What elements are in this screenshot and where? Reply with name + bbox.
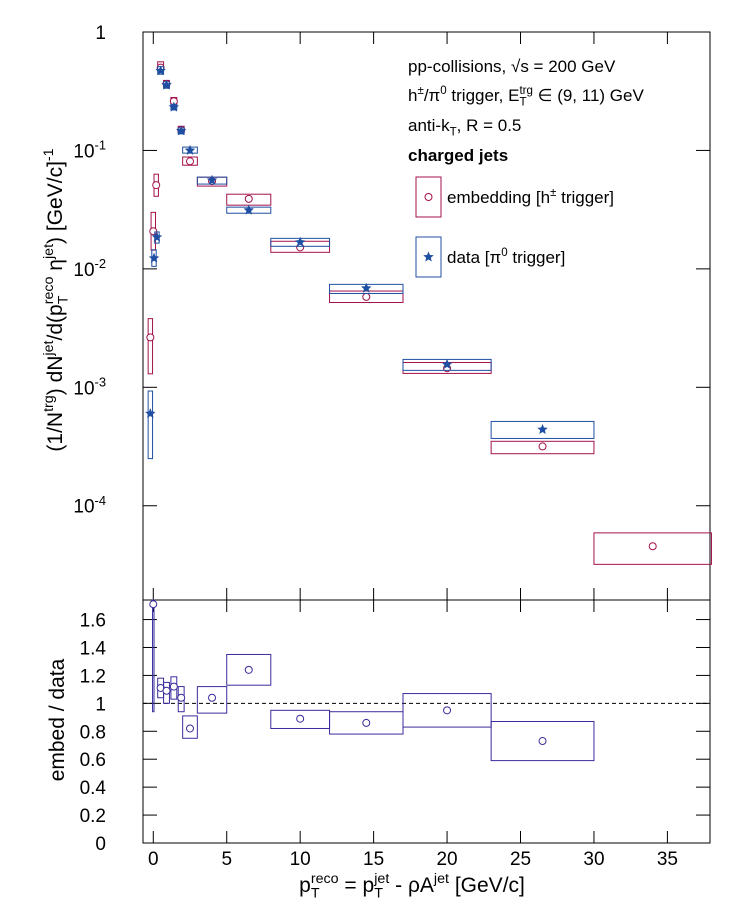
marker: [149, 227, 158, 236]
marker: [443, 706, 452, 715]
marker: [155, 65, 166, 76]
uncertainty-box: [593, 532, 712, 565]
uncertainty-box: [402, 693, 492, 728]
y-tick-label: 1.6: [80, 611, 106, 632]
x-tick-label: 10: [290, 849, 311, 870]
uncertainty-box: [490, 721, 595, 762]
marker: [162, 686, 171, 695]
marker: [208, 693, 217, 702]
uncertainty-box: [196, 686, 228, 714]
y-axis-title: (1/Ntrg) dNjet/d(pTreco ηjet) [GeV/c]-1: [41, 148, 71, 451]
uncertainty-box: [147, 390, 154, 460]
marker: [151, 231, 163, 242]
annotation: anti-kT, R = 0.5: [408, 116, 521, 138]
marker: [184, 144, 196, 155]
x-tick-label: 0: [148, 849, 159, 870]
y-tick-label: 0.2: [80, 806, 106, 827]
x-tick-label: 30: [583, 849, 604, 870]
y-tick-label: 1: [95, 23, 106, 44]
marker: [244, 665, 253, 674]
marker: [161, 79, 172, 90]
marker: [362, 292, 371, 301]
marker: [152, 181, 161, 190]
x-tick-label: 15: [363, 849, 384, 870]
uncertainty-box: [152, 599, 155, 713]
y-tick-label: 1.4: [80, 638, 107, 659]
x-tick-label: 35: [657, 849, 678, 870]
marker: [537, 424, 548, 434]
annotation: pp-collisions, √s = 200 GeV: [408, 57, 616, 76]
x-tick-label: 5: [221, 849, 232, 870]
y-tick-label: 0.8: [80, 722, 106, 743]
uncertainty-box: [329, 290, 404, 304]
y-tick-label: 10-4: [73, 493, 106, 518]
legend-box: [415, 236, 442, 278]
y-tick-label: 0.4: [80, 778, 107, 799]
y-axis-title: embed / data: [46, 658, 69, 781]
y-tick-label: 1.2: [80, 666, 106, 687]
marker: [186, 724, 195, 733]
uncertainty-box: [147, 318, 154, 375]
marker: [206, 174, 218, 185]
marker: [177, 693, 186, 702]
x-tick-label: 20: [436, 849, 457, 870]
marker: [146, 333, 155, 342]
y-tick-label: 0: [95, 834, 106, 855]
x-tick-label: 25: [510, 849, 531, 870]
legend-box: [415, 176, 442, 218]
marker: [538, 442, 547, 451]
uncertainty-box: [490, 420, 595, 439]
annotation: charged jets: [408, 146, 508, 165]
uncertainty-box: [182, 715, 198, 739]
y-tick-label: 10-3: [73, 374, 106, 399]
marker: [145, 408, 156, 419]
legend-label: data [π0 trigger]: [447, 247, 565, 267]
marker: [149, 600, 158, 609]
marker: [296, 714, 305, 723]
y-tick-label: 10-2: [73, 256, 106, 281]
marker: [169, 682, 178, 691]
annotation: h±/π0 trigger, ETtrg ∈ (9, 11) GeV: [408, 85, 644, 108]
marker: [148, 252, 160, 263]
marker: [175, 125, 187, 136]
marker: [441, 358, 453, 369]
y-tick-label: 1: [95, 694, 106, 715]
legend-marker: [424, 193, 433, 201]
marker: [244, 194, 253, 203]
y-tick-label: 10-1: [73, 137, 106, 162]
plot-frame: [142, 599, 711, 844]
uncertainty-box: [226, 653, 272, 686]
marker: [294, 236, 306, 247]
marker: [538, 737, 547, 746]
marker: [361, 282, 372, 293]
y-tick-label: 0.6: [80, 750, 106, 771]
marker: [186, 157, 195, 166]
marker: [243, 204, 254, 215]
marker: [648, 542, 657, 551]
legend-label: embedding [h± trigger]: [447, 187, 614, 207]
x-axis-title: pTreco = pTjet - ρAjet [GeV/c]: [299, 871, 525, 901]
marker: [362, 718, 371, 727]
marker: [423, 251, 434, 262]
marker: [168, 101, 180, 112]
uncertainty-box: [490, 440, 595, 455]
